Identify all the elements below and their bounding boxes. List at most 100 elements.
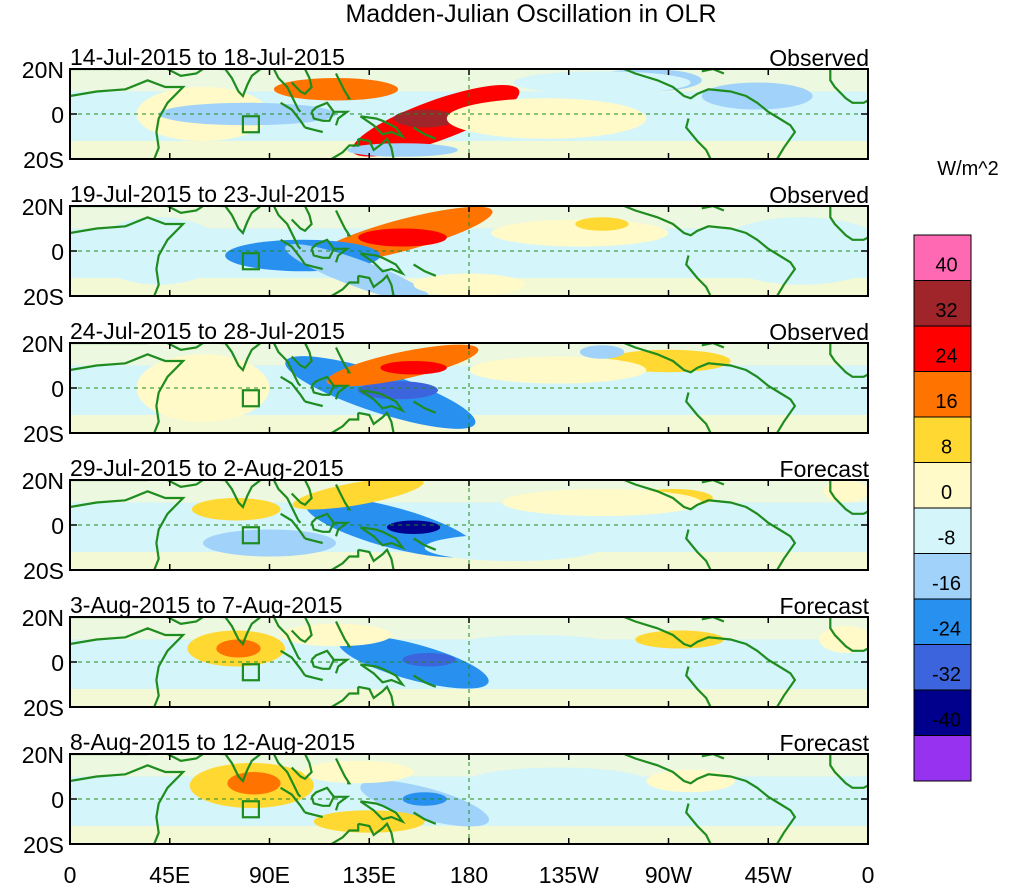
coastline <box>220 754 262 783</box>
coastline <box>335 73 352 100</box>
coastline <box>829 617 868 652</box>
coastline <box>70 79 186 159</box>
coastline <box>70 764 186 844</box>
colorbar-level-label: 16 <box>935 391 957 413</box>
panel-6: 20N 0 20S 8-Aug-2015 to 12-Aug-2015 Forecast <box>22 729 870 858</box>
anomaly-blob <box>302 760 414 784</box>
colorbar-swatch <box>913 462 972 509</box>
coastline <box>166 343 204 351</box>
chart-title: Madden-Julian Oscillation in OLR <box>345 0 716 28</box>
coastline <box>290 206 313 233</box>
panel-kind-label: Forecast <box>780 730 870 756</box>
lon-tick-label: 90W <box>645 862 693 887</box>
anomaly-blob <box>402 653 456 667</box>
anomaly-blob <box>646 769 736 793</box>
anomaly-blob <box>393 109 456 128</box>
coastline <box>333 384 351 400</box>
lat-tick-label: 0 <box>51 376 64 402</box>
lat-tick-label: 20S <box>23 421 64 447</box>
anomaly-blob <box>216 639 261 658</box>
anomaly-blob <box>446 635 625 662</box>
colorbar-level-label: 0 <box>941 482 952 504</box>
coastline <box>335 210 352 237</box>
colorbar-level-label: 24 <box>935 346 957 368</box>
coastline <box>333 110 351 126</box>
colorbar-swatch <box>913 234 972 281</box>
index-box <box>241 252 260 271</box>
coastline <box>316 823 360 844</box>
coastline <box>310 238 336 259</box>
coastline <box>701 69 725 75</box>
colorbar-swatch <box>913 689 972 736</box>
coastline <box>357 684 395 707</box>
lon-tick-label: 45E <box>149 862 190 887</box>
coastline <box>357 547 395 570</box>
coastline <box>70 490 186 570</box>
colorbar-level-label: -8 <box>938 528 956 550</box>
colorbar-units: W/m^2 <box>937 158 999 180</box>
coastline <box>333 521 351 537</box>
coastline <box>335 484 352 511</box>
lat-tick-label: 20N <box>22 605 64 631</box>
coastline <box>333 247 351 263</box>
lat-tick-label: 20S <box>23 695 64 721</box>
panel-kind-label: Observed <box>769 182 869 208</box>
colorbar-level-label: 40 <box>935 255 957 277</box>
panel-kind-label: Observed <box>769 319 869 345</box>
lat-tick-label: 0 <box>51 102 64 128</box>
anomaly-blob <box>313 810 425 833</box>
coastline <box>166 206 204 214</box>
panel-kind-label: Forecast <box>780 456 870 482</box>
coastline <box>290 754 313 781</box>
lat-tick-label: 0 <box>51 787 64 813</box>
anomaly-blob <box>424 534 602 561</box>
coastline <box>829 206 868 241</box>
colorbar-level-label: -32 <box>932 664 961 686</box>
colorbar-level-label: 32 <box>935 300 957 322</box>
coastline <box>272 754 302 798</box>
colorbar-level-label: -24 <box>932 619 961 641</box>
anomaly-blob <box>446 98 647 139</box>
coastline <box>304 400 323 408</box>
coastline <box>335 758 352 785</box>
coastline <box>684 392 712 433</box>
panel-4: 20N 0 20S 29-Jul-2015 to 2-Aug-2015 Forecast <box>22 455 870 584</box>
coastline <box>357 410 395 433</box>
lon-tick-label: 0 <box>862 862 875 887</box>
coastline <box>280 512 306 540</box>
lat-tick-label: 0 <box>51 650 64 676</box>
coastline <box>70 353 186 433</box>
coastline <box>701 617 725 623</box>
coastline <box>335 621 352 648</box>
coastline <box>166 617 204 625</box>
anomaly-blob <box>358 381 438 400</box>
panel-period-label: 8-Aug-2015 to 12-Aug-2015 <box>70 729 355 755</box>
coastline <box>310 649 336 670</box>
index-box <box>241 800 260 819</box>
coastline <box>359 115 406 139</box>
coastline <box>166 69 204 77</box>
lon-tick-label: 90E <box>249 862 290 887</box>
anomaly-blob <box>203 529 336 557</box>
anomaly-blob <box>191 498 281 521</box>
coastline <box>316 686 360 707</box>
anomaly-blob <box>280 623 392 647</box>
lat-tick-label: 20N <box>22 194 64 220</box>
coastline <box>290 343 313 370</box>
anomaly-blob <box>380 361 447 375</box>
coastline <box>829 69 868 104</box>
coastline <box>166 754 204 762</box>
lat-tick-label: 20S <box>23 284 64 310</box>
anomaly-blob <box>579 345 625 359</box>
coastline <box>272 206 302 250</box>
panel-period-label: 24-Jul-2015 to 28-Jul-2015 <box>70 318 345 344</box>
coastline <box>684 803 712 844</box>
coastline <box>304 537 323 545</box>
colorbar-swatch <box>913 280 972 327</box>
coastline <box>623 206 797 296</box>
panel-period-label: 29-Jul-2015 to 2-Aug-2015 <box>70 455 344 481</box>
coastline <box>290 69 313 96</box>
lon-tick-label: 135W <box>539 862 599 887</box>
coastline <box>316 138 360 159</box>
